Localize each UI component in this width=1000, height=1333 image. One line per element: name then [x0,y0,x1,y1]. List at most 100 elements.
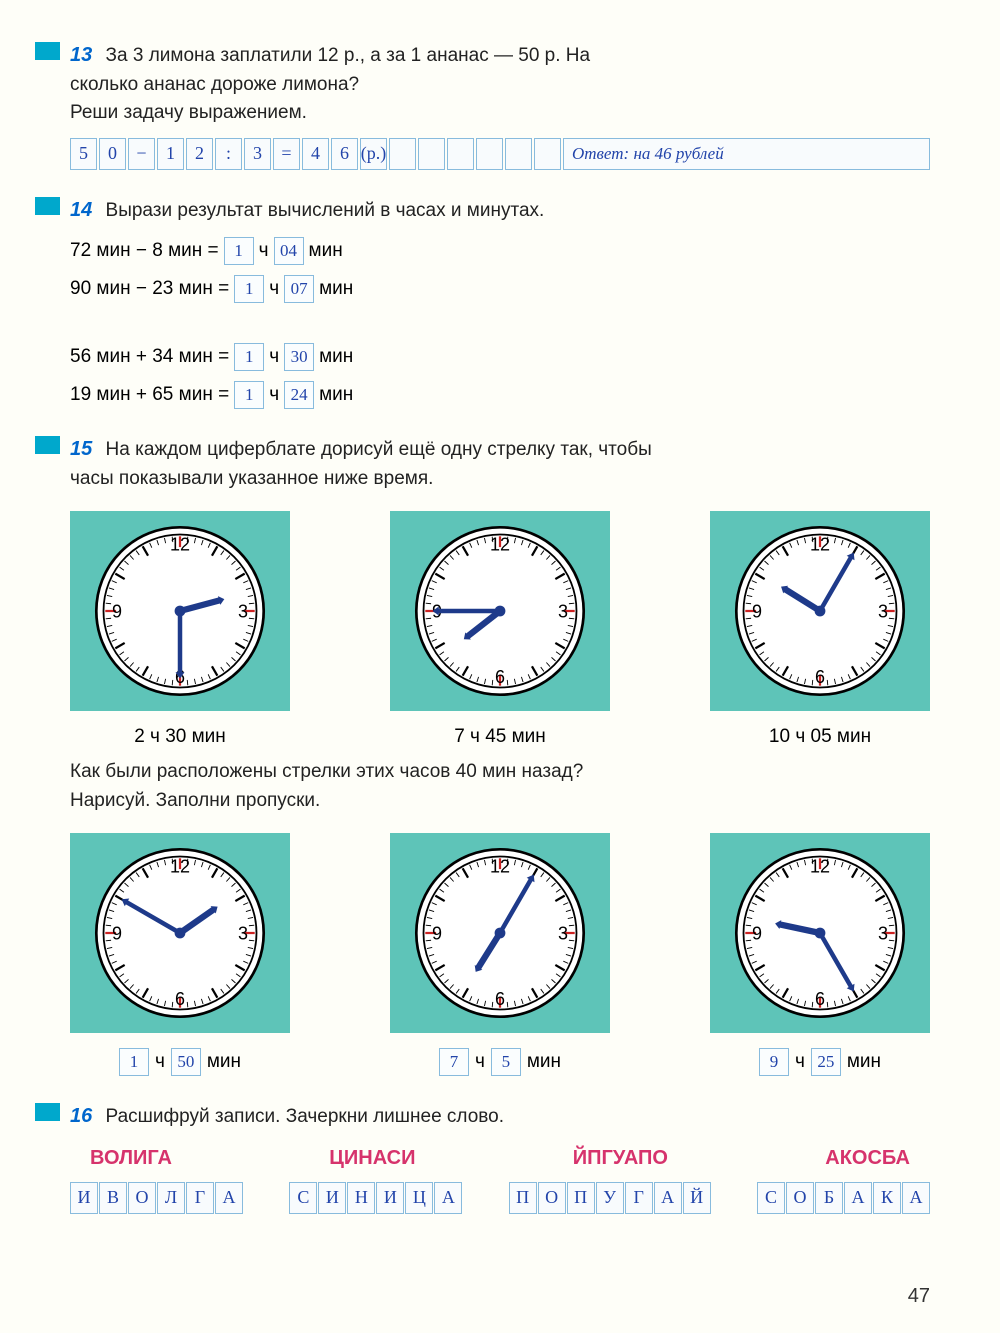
hours-box[interactable]: 1 [234,343,264,371]
clocks-row-top: 12369 2 ч 30 мин 12369 7 ч 45 мин 12369 … [70,511,930,748]
equation-1: 72 мин − 8 мин = 1 ч 04 мин [70,237,483,265]
answer-cell[interactable]: − [128,138,155,170]
letter-cell[interactable]: Н [347,1182,375,1214]
clock-face: 12369 [390,511,610,711]
letter-cell[interactable]: И [318,1182,346,1214]
hours-box[interactable]: 9 [759,1048,789,1076]
letter-cell[interactable]: И [70,1182,98,1214]
task-15: 15 На каждом циферблате дорисуй ещё одну… [70,434,930,1076]
hours-box[interactable]: 7 [439,1048,469,1076]
minutes-box[interactable]: 25 [811,1048,841,1076]
letter-cell[interactable]: Г [186,1182,214,1214]
minutes-box[interactable]: 04 [274,237,304,265]
equation-2: 90 мин − 23 мин = 1 ч 07 мин [70,275,483,303]
unit-h: ч [475,1051,485,1073]
answer-cell[interactable]: 3 [244,138,271,170]
minutes-box[interactable]: 30 [284,343,314,371]
letter-cell[interactable]: Г [625,1182,653,1214]
task-14: 14 Вырази результат вычислений в часах и… [70,195,930,410]
hours-box[interactable]: 1 [224,237,254,265]
hours-box[interactable]: 1 [119,1048,149,1076]
svg-text:6: 6 [815,989,825,1009]
decoded-word: ИВОЛГА [70,1182,243,1214]
clock-fill-row: 1 ч 50 мин [70,1048,290,1076]
task-marker [35,42,60,60]
letter-cell[interactable]: А [902,1182,930,1214]
clock-item: 12369 9 ч 25 мин [710,833,930,1076]
letter-cell[interactable]: С [289,1182,317,1214]
minutes-box[interactable]: 50 [171,1048,201,1076]
answer-cell[interactable]: 6 [331,138,358,170]
eq-lhs: 90 мин − 23 мин = [70,278,229,300]
svg-text:9: 9 [112,923,122,943]
task14-text: Вырази результат вычислений в часах и ми… [106,200,545,221]
answer-cell[interactable] [534,138,561,170]
hours-box[interactable]: 1 [234,381,264,409]
task-marker [35,436,60,454]
task-text: 14 Вырази результат вычислений в часах и… [70,195,930,226]
task-number: 16 [70,1105,92,1127]
task-subtext: Как были расположены стрелки этих часов … [70,758,930,815]
letter-cell[interactable]: А [654,1182,682,1214]
svg-text:9: 9 [752,601,762,621]
svg-text:9: 9 [432,923,442,943]
equations-block: 72 мин − 8 мин = 1 ч 04 мин 90 мин − 23 … [70,237,930,409]
decoded-row: ИВОЛГАСИНИЦАПОПУГАЙСОБАКА [70,1182,930,1214]
unit-m: мин [319,384,353,406]
task-text: 13 За 3 лимона заплатили 12 р., а за 1 а… [70,40,930,128]
anagram-word: ВОЛИГА [90,1147,172,1170]
letter-cell[interactable]: П [567,1182,595,1214]
svg-text:3: 3 [558,601,568,621]
svg-text:12: 12 [170,857,190,877]
svg-text:12: 12 [490,857,510,877]
letter-cell[interactable]: Б [815,1182,843,1214]
answer-cell[interactable] [418,138,445,170]
minutes-box[interactable]: 5 [491,1048,521,1076]
clock-face: 12369 [710,833,930,1033]
letter-cell[interactable]: А [434,1182,462,1214]
answer-cell[interactable] [447,138,474,170]
letter-cell[interactable]: С [757,1182,785,1214]
answer-cell[interactable]: : [215,138,242,170]
answer-cell[interactable] [476,138,503,170]
answer-cell[interactable]: 5 [70,138,97,170]
answer-cell[interactable] [505,138,532,170]
clock-item: 12369 1 ч 50 мин [70,833,290,1076]
answer-cell[interactable]: 0 [99,138,126,170]
task13-line1: За 3 лимона заплатили 12 р., а за 1 анан… [106,45,591,66]
letter-cell[interactable]: П [509,1182,537,1214]
answer-cell[interactable]: 4 [302,138,329,170]
letter-cell[interactable]: Ц [405,1182,433,1214]
letter-cell[interactable]: А [844,1182,872,1214]
answer-cell[interactable]: = [273,138,300,170]
task-text: 15 На каждом циферблате дорисуй ещё одну… [70,434,930,493]
task16-text: Расшифруй записи. Зачеркни лишнее слово. [106,1106,505,1127]
answer-cell[interactable]: 1 [157,138,184,170]
answer-cell[interactable] [389,138,416,170]
letter-cell[interactable]: О [786,1182,814,1214]
letter-cell[interactable]: Й [683,1182,711,1214]
letter-cell[interactable]: О [128,1182,156,1214]
anagram-word: ЦИНАСИ [329,1147,415,1170]
task-number: 13 [70,44,92,66]
letter-cell[interactable]: У [596,1182,624,1214]
letter-cell[interactable]: И [376,1182,404,1214]
clock-time-label: 7 ч 45 мин [390,726,610,748]
minutes-box[interactable]: 07 [284,275,314,303]
answer-cell[interactable]: (р.) [360,138,387,170]
unit-h: ч [155,1051,165,1073]
answer-cell[interactable]: 2 [186,138,213,170]
svg-text:12: 12 [810,535,830,555]
minutes-box[interactable]: 24 [284,381,314,409]
svg-text:12: 12 [170,535,190,555]
svg-text:9: 9 [112,601,122,621]
letter-cell[interactable]: О [538,1182,566,1214]
hours-box[interactable]: 1 [234,275,264,303]
letter-cell[interactable]: В [99,1182,127,1214]
letter-cell[interactable]: А [215,1182,243,1214]
letter-cell[interactable]: К [873,1182,901,1214]
anagram-word: ЙПГУАПО [573,1147,668,1170]
task15-line4: Нарисуй. Заполни пропуски. [70,790,320,811]
letter-cell[interactable]: Л [157,1182,185,1214]
unit-h: ч [269,346,279,368]
